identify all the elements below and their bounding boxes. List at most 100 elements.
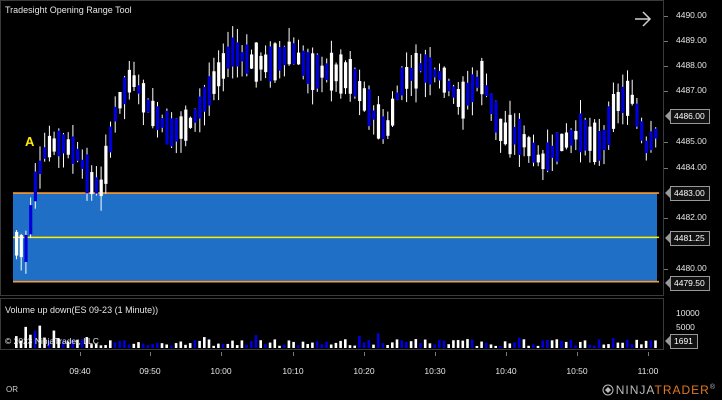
volume-bar [113, 342, 117, 348]
candle-body [579, 113, 583, 153]
candle-body [165, 110, 169, 145]
candle-body [57, 130, 61, 157]
time-label: 10:50 [566, 366, 588, 376]
candle-body [85, 154, 89, 194]
candle-body [71, 136, 75, 164]
candle-body [344, 62, 348, 89]
candle-body [250, 54, 254, 69]
volume-bar [250, 341, 253, 348]
volume-bar [344, 339, 347, 348]
volume-bar [325, 341, 328, 348]
volume-bar [311, 342, 314, 348]
arrow-right-icon[interactable] [632, 9, 654, 29]
volume-bar [353, 345, 356, 348]
volume-bar [273, 339, 277, 348]
candle-body [226, 46, 230, 69]
candle-body [24, 234, 28, 262]
candle-body [597, 131, 601, 161]
volume-panel[interactable] [0, 298, 664, 350]
candle-body [423, 54, 428, 83]
volume-bar [297, 345, 300, 348]
candle-body [654, 128, 658, 139]
candle-body [588, 126, 592, 151]
candle-body [517, 118, 522, 155]
candle-body [536, 154, 540, 163]
volume-bar [536, 345, 540, 348]
volume-bar [550, 340, 554, 348]
volume-bar [334, 342, 338, 348]
range-high-tag: 4483.00 [665, 186, 710, 201]
volume-bar [602, 344, 606, 348]
candle-body [381, 116, 385, 140]
candle-body [184, 109, 188, 141]
volume-bar [475, 345, 479, 348]
volume-bar [315, 341, 319, 348]
volume-bar [419, 342, 422, 348]
time-label: 10:20 [353, 366, 375, 376]
volume-bar [405, 341, 408, 348]
current-price-tag: 4486.00 [665, 109, 710, 124]
volume-bar [616, 342, 620, 348]
volume-bar [212, 345, 215, 348]
volume-bar [160, 343, 164, 348]
price-axis[interactable]: 4490.00 4489.00 4488.00 4487.00 4485.00 … [664, 0, 722, 296]
volume-bar [508, 343, 512, 348]
candle-body [635, 103, 639, 127]
volume-bar [381, 343, 385, 348]
candle-body [447, 80, 451, 92]
volume-bar [466, 339, 469, 348]
candle-body [456, 89, 460, 107]
volume-bar [174, 343, 178, 348]
volume-bar [99, 345, 103, 348]
candle-body [282, 46, 287, 66]
candle-body [203, 86, 207, 112]
candle-body [367, 89, 371, 127]
candle-body [254, 42, 258, 82]
candle-body [508, 114, 512, 155]
candle-body [372, 110, 376, 120]
time-axis[interactable]: 09:40 09:50 10:00 10:10 10:20 10:30 10:4… [0, 350, 664, 390]
volume-bar [442, 340, 446, 348]
candle-body [137, 85, 141, 94]
candle-body [43, 147, 47, 159]
volume-bar [499, 345, 502, 348]
candle-body [113, 106, 117, 122]
candle-body [66, 139, 70, 155]
volume-bar [245, 344, 248, 348]
volume-bar [452, 340, 455, 348]
candle-body [428, 57, 432, 85]
candle-body [207, 76, 211, 106]
volume-bar [203, 337, 206, 348]
chart-title: Tradesight Opening Range Tool [5, 5, 132, 15]
candle-body [485, 85, 489, 97]
volume-bar [630, 344, 634, 348]
candle-body [616, 92, 620, 111]
volume-bar [24, 326, 27, 348]
candle-body [90, 172, 94, 195]
candle-body [593, 122, 597, 163]
volume-bar [282, 344, 286, 348]
volume-current-tag: 1691 [665, 334, 698, 349]
candle-body [170, 118, 174, 147]
volume-bar [76, 339, 79, 348]
price-panel[interactable] [0, 0, 664, 296]
volume-bar [574, 345, 577, 348]
volume-bar [104, 345, 107, 348]
time-label: 09:40 [69, 366, 91, 376]
volume-bar [611, 338, 615, 348]
volume-bar [278, 345, 281, 348]
volume-bar [19, 340, 23, 348]
time-label: 11:00 [637, 366, 659, 376]
candle-body [348, 59, 352, 94]
volume-bar [188, 343, 192, 348]
candle-body [644, 140, 648, 154]
candle-body [550, 145, 554, 158]
candle-body [259, 55, 263, 70]
volume-bar [409, 341, 413, 348]
time-label: 09:50 [139, 366, 161, 376]
volume-bar [207, 339, 211, 348]
volume-bar [62, 341, 65, 348]
volume-bar [517, 337, 521, 348]
candle-body [329, 52, 334, 91]
candle-body [461, 81, 465, 119]
